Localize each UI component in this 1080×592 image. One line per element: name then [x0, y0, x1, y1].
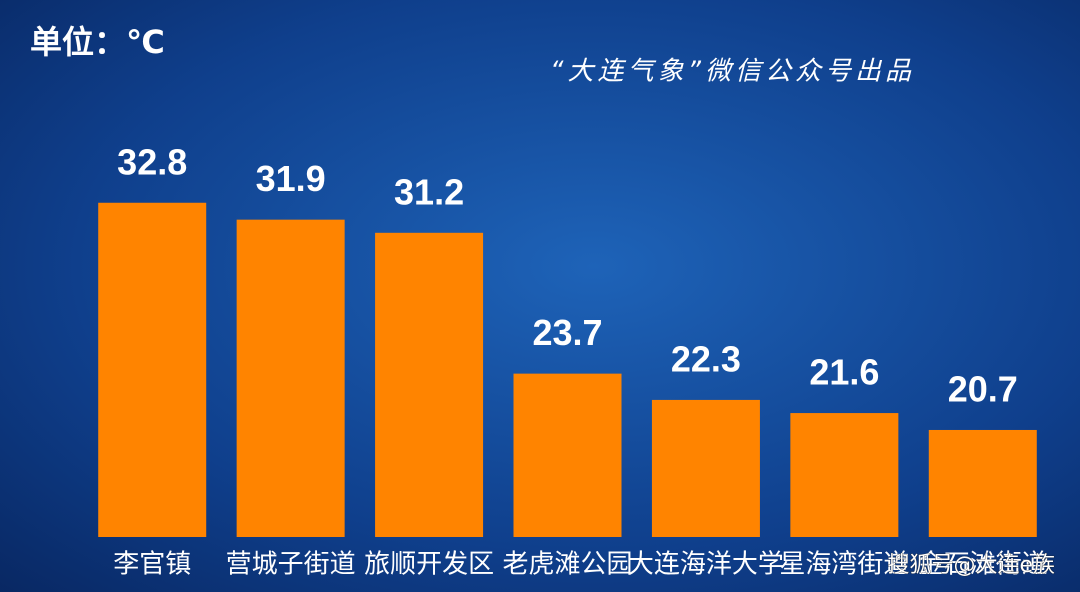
value-label: 20.7 [948, 368, 1018, 409]
x-tick-label: 老虎滩公园 [502, 550, 632, 580]
value-label: 22.3 [671, 338, 741, 379]
x-tick-label: 星海湾街道 [779, 550, 909, 580]
x-tick-label: 营城子街道 [226, 550, 356, 580]
x-tick-label: 旅顺开发区 [364, 550, 494, 580]
value-label: 32.8 [117, 141, 187, 182]
value-label: 23.7 [532, 312, 602, 353]
x-tick-label: 大连海洋大学 [628, 550, 784, 580]
value-label: 21.6 [809, 352, 879, 393]
x-tick-label: 李官镇 [113, 550, 191, 580]
bar [651, 399, 760, 537]
value-label: 31.9 [256, 158, 326, 199]
bar [98, 202, 207, 537]
unit-label: 单位：℃ [30, 23, 165, 61]
bar [513, 373, 622, 537]
value-label: 31.2 [394, 171, 464, 212]
x-tick-label: 金石滩街道 [918, 550, 1048, 580]
bar [375, 232, 484, 538]
bar [236, 219, 345, 537]
source: “大连气象”微信公众号出品 [550, 57, 915, 87]
bar [928, 429, 1037, 537]
bar [790, 413, 899, 537]
watermark: 搜狐号@大连e族 [887, 553, 1055, 578]
